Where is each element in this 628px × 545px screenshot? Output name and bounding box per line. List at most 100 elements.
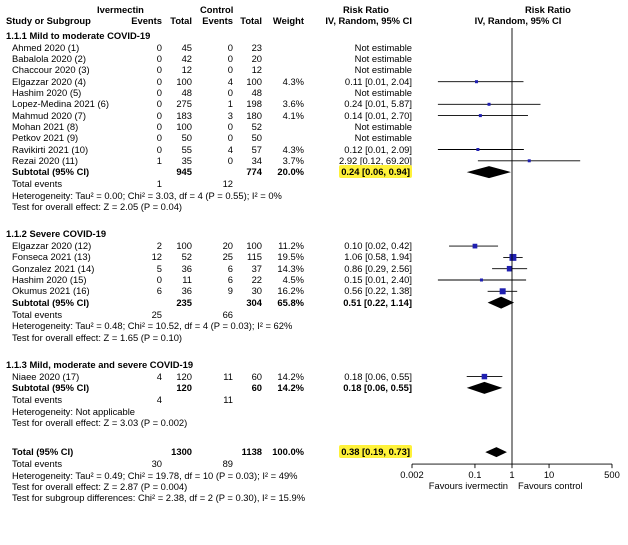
- subtotal-risk-ratio: 0.24 [0.06, 0.94]: [339, 165, 412, 179]
- header-events2: Events: [202, 15, 233, 26]
- subtotal-weight: 65.8%: [277, 296, 304, 308]
- events-ivermectin: 0: [156, 75, 162, 87]
- favours-ivermectin-label: Favours ivermectin: [428, 480, 508, 492]
- study-name: Ahmed 2020 (1): [12, 41, 80, 53]
- total-events-ivermectin: 4: [156, 394, 162, 406]
- total-ivermectin: 12: [181, 64, 192, 76]
- study-name: Chaccour 2020 (3): [12, 64, 90, 76]
- grand-overall-effect: Test for overall effect: Z = 2.87 (P = 0…: [12, 481, 188, 492]
- study-risk-ratio: 0.86 [0.29, 2.56]: [344, 262, 412, 274]
- subtotal-total-ivermectin: 945: [176, 166, 192, 178]
- subtotal-total-control: 774: [246, 166, 262, 178]
- events-ivermectin: 0: [156, 53, 162, 65]
- header-group2: Control: [200, 4, 234, 15]
- study-name: Elgazzar 2020 (12): [12, 240, 92, 252]
- events-control: 0: [227, 41, 233, 53]
- x-tick-label: 500: [604, 469, 620, 481]
- subtotal-total-ivermectin: 235: [176, 296, 192, 308]
- grand-total-events-control: 89: [222, 458, 233, 470]
- events-control: 0: [227, 132, 233, 144]
- study-name: Babalola 2020 (2): [12, 53, 87, 65]
- pooled-diamond: [466, 166, 512, 179]
- point-estimate-marker: [506, 265, 513, 272]
- heterogeneity: Heterogeneity: Tau² = 0.48; Chi² = 10.52…: [12, 320, 293, 332]
- header-events1: Events: [131, 15, 162, 26]
- subtotal-risk-ratio: 0.51 [0.22, 1.14]: [343, 296, 412, 308]
- total-control: 37: [251, 262, 262, 274]
- total-events-control: 12: [222, 178, 233, 190]
- events-ivermectin: 0: [156, 64, 162, 76]
- total-control: 100: [246, 75, 262, 87]
- study-risk-ratio: Not estimable: [354, 64, 412, 76]
- heterogeneity: Heterogeneity: Tau² = 0.00; Chi² = 3.03,…: [12, 189, 282, 201]
- x-tick-label: 10: [543, 469, 555, 481]
- study-risk-ratio: Not estimable: [354, 87, 412, 98]
- events-ivermectin: 1: [156, 154, 162, 166]
- study-weight: 16.2%: [277, 285, 304, 297]
- events-control: 0: [227, 87, 233, 98]
- study-weight: 4.1%: [282, 109, 304, 121]
- study-risk-ratio: 1.06 [0.58, 1.94]: [344, 251, 412, 263]
- grand-total-control: 1138: [241, 446, 262, 458]
- x-tick-label: 1: [509, 469, 515, 481]
- subgroup-differences: Test for subgroup differences: Chi² = 2.…: [12, 492, 306, 504]
- total-events-ivermectin: 1: [156, 178, 162, 190]
- total-control: 198: [246, 98, 262, 110]
- total-ivermectin: 52: [181, 251, 192, 263]
- grand-total-risk-ratio: 0.38 [0.19, 0.73]: [339, 445, 412, 459]
- total-ivermectin: 11: [182, 274, 192, 285]
- events-ivermectin: 0: [156, 274, 162, 285]
- header-method-left: IV, Random, 95% CI: [325, 15, 412, 26]
- events-control: 11: [223, 370, 233, 382]
- study-name: Rezai 2020 (11): [12, 154, 79, 166]
- pooled-diamond: [466, 381, 503, 394]
- study-risk-ratio: Not estimable: [354, 53, 412, 65]
- total-ivermectin: 100: [176, 240, 192, 252]
- pooled-diamond: [485, 447, 507, 458]
- events-control: 6: [227, 274, 233, 285]
- study-risk-ratio: 0.56 [0.22, 1.38]: [344, 285, 412, 297]
- subtotal-label: Subtotal (95% CI): [12, 296, 90, 308]
- events-control: 0: [227, 120, 233, 132]
- header-rr-right: Risk Ratio: [525, 4, 571, 15]
- study-weight: 14.2%: [277, 370, 304, 382]
- events-ivermectin: 0: [156, 120, 162, 132]
- subgroup-title: 1.1.3 Mild, moderate and severe COVID-19: [6, 358, 194, 370]
- study-name: Niaee 2020 (17): [12, 370, 80, 382]
- events-control: 0: [227, 53, 233, 65]
- total-control: 57: [251, 143, 262, 155]
- study-name: Elgazzar 2020 (4): [12, 75, 86, 87]
- events-control: 4: [227, 75, 233, 87]
- study-risk-ratio: 0.14 [0.01, 2.70]: [344, 109, 412, 121]
- header-method-right: IV, Random, 95% CI: [474, 15, 562, 26]
- events-control: 0: [227, 154, 233, 166]
- total-events-ivermectin: 25: [151, 308, 162, 320]
- total-events-control: 66: [222, 308, 233, 320]
- total-events-label: Total events: [12, 178, 63, 190]
- subtotal-total-ivermectin: 120: [176, 381, 192, 393]
- subtotal-label: Subtotal (95% CI): [12, 166, 90, 178]
- events-ivermectin: 12: [151, 251, 162, 263]
- events-ivermectin: 0: [156, 143, 162, 155]
- point-estimate-marker: [527, 159, 531, 163]
- events-ivermectin: 0: [156, 98, 162, 110]
- favours-control-label: Favours control: [518, 480, 583, 492]
- total-ivermectin: 100: [176, 75, 192, 87]
- point-estimate-marker: [476, 148, 480, 151]
- subtotal-weight: 20.0%: [277, 166, 304, 178]
- total-control: 115: [247, 251, 262, 263]
- subgroup-title: 1.1.2 Severe COVID-19: [6, 228, 107, 240]
- events-ivermectin: 0: [156, 109, 162, 121]
- study-name: Hashim 2020 (15): [12, 274, 87, 285]
- total-control: 48: [251, 87, 262, 98]
- total-label: Total (95% CI): [12, 446, 74, 458]
- study-risk-ratio: Not estimable: [354, 120, 412, 132]
- point-estimate-marker: [479, 278, 483, 282]
- events-control: 9: [227, 285, 233, 297]
- subtotal-risk-ratio: 0.18 [0.06, 0.55]: [343, 381, 412, 393]
- grand-total-weight: 100.0%: [272, 446, 304, 458]
- header-total1: Total: [170, 15, 192, 26]
- total-ivermectin: 36: [181, 262, 192, 274]
- header-study: Study or Subgroup: [6, 15, 91, 26]
